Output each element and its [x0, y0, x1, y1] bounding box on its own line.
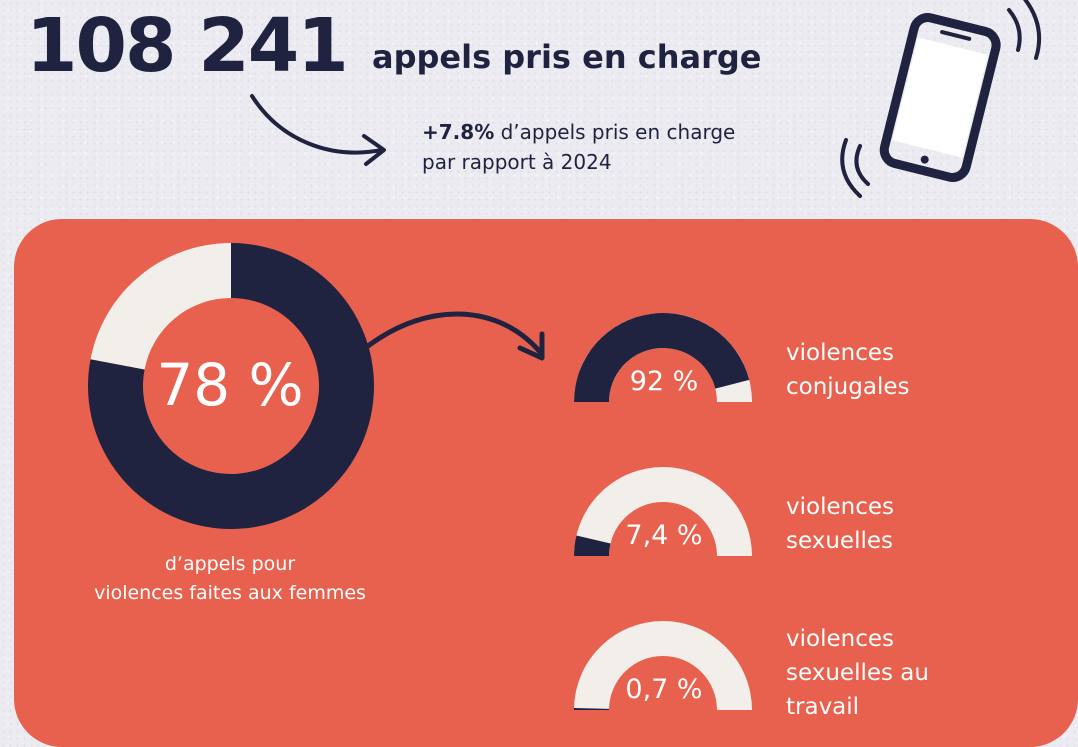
gauge-value-label-2: 0,7 %	[625, 674, 703, 705]
growth-note: +7.8% d’appels pris en charge par rappor…	[422, 117, 842, 177]
growth-text-line2: par rapport à 2024	[422, 150, 612, 174]
gauge-category-label-0: violences conjugales	[786, 340, 910, 400]
gauge-value-label-1: 7,4 %	[625, 520, 703, 551]
gauge-fill-1	[574, 535, 611, 556]
gauge-fill-2	[574, 708, 610, 710]
arrowhead	[517, 331, 545, 361]
growth-value: +7.8%	[422, 120, 495, 144]
growth-text-line1: d’appels pris en charge	[494, 120, 736, 144]
main-donut-chart	[88, 243, 374, 529]
curved-arrow-icon	[250, 94, 386, 166]
gauge-track-1	[574, 467, 752, 556]
gauge-fill-0	[574, 313, 750, 402]
calls-total: 108 241	[26, 3, 349, 89]
donut-slice-0	[88, 243, 374, 529]
gauge-track-2	[574, 621, 752, 710]
donut-value-label: 78 %	[156, 351, 304, 419]
donut-slice-1	[90, 243, 231, 370]
ringing-phone-icon	[840, 0, 1042, 198]
gauge-charts	[574, 313, 752, 710]
gauge-category-label-1: violences sexuelles	[786, 494, 894, 554]
calls-label: appels pris en charge	[372, 38, 762, 76]
gauge-category-label-2: violences sexuelles au travail	[786, 626, 929, 720]
curved-arrow-icon	[365, 311, 543, 355]
donut-caption: d’appels pour violences faites aux femmes	[94, 553, 366, 604]
gauge-value-label-0: 92 %	[629, 366, 699, 397]
